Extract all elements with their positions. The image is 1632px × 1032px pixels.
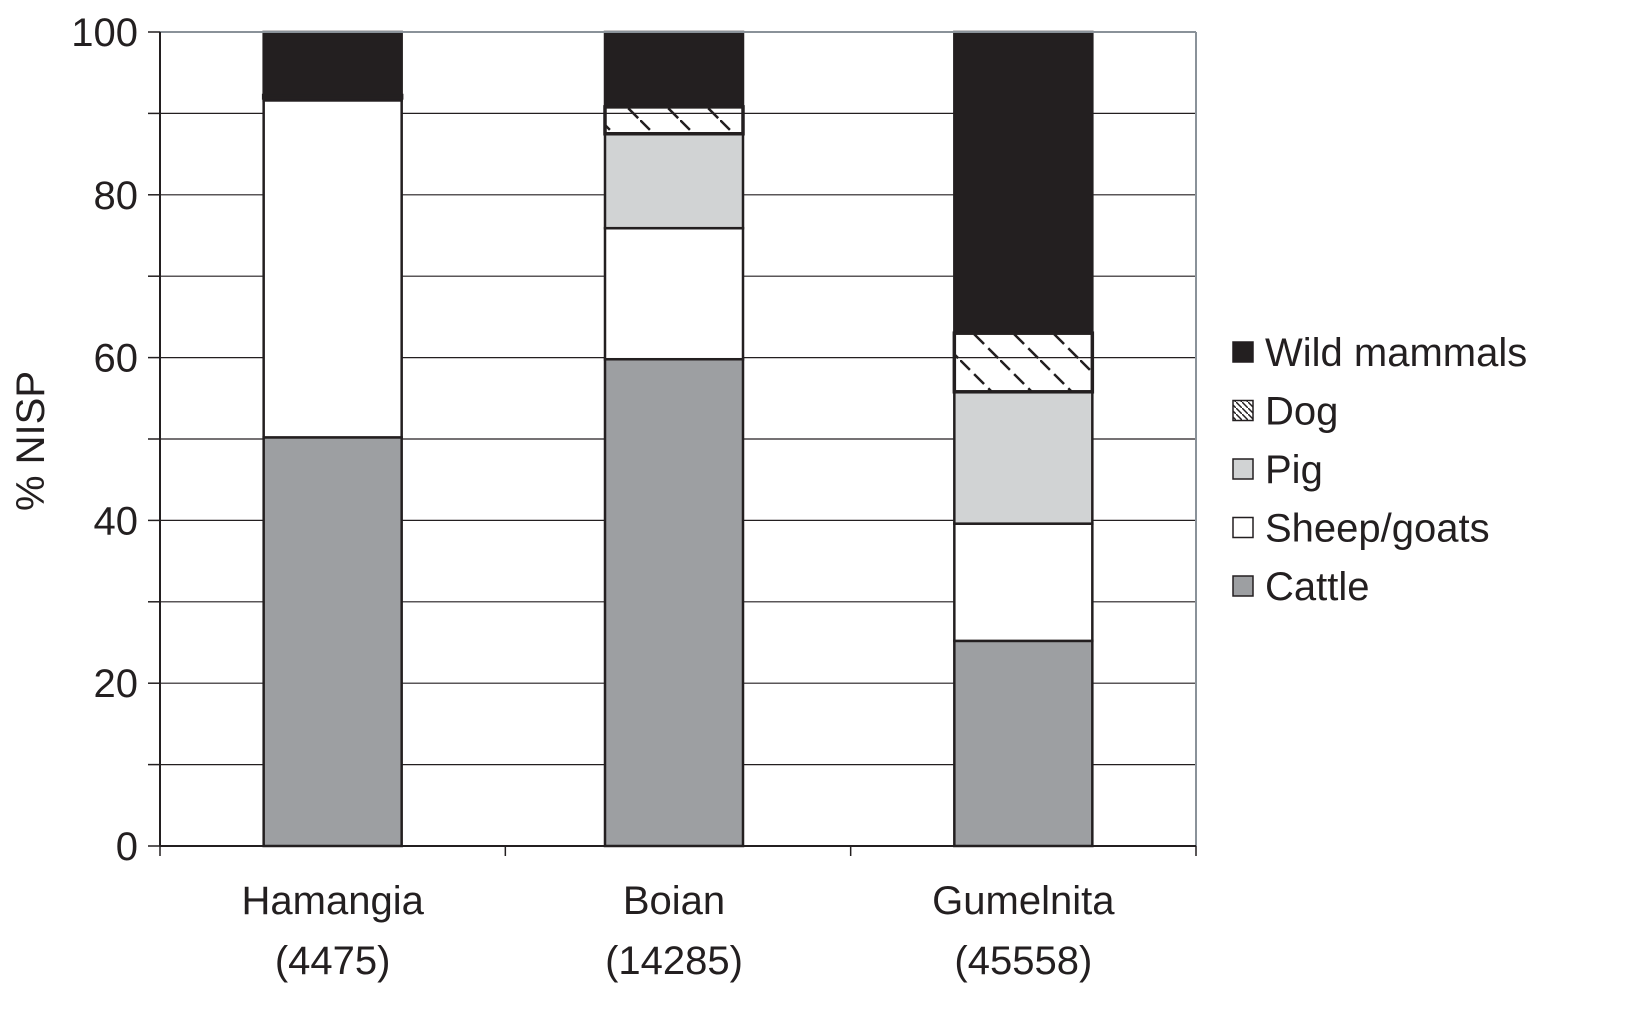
bar-segment-dog-boian [603, 105, 745, 136]
legend-label: Dog [1265, 390, 1338, 434]
x-tick-label: Gumelnita [932, 879, 1115, 923]
x-tick-count-label: (45558) [954, 939, 1092, 983]
legend: Wild mammals Dog Pig Sheep/goats Cattle [1232, 331, 1527, 609]
x-tick-count-label: (14285) [605, 939, 743, 983]
x-tick-count-label: (4475) [275, 939, 391, 983]
x-tick-label: Hamangia [242, 879, 425, 923]
bar-segment-sheep-goats-gumelnita [953, 522, 1094, 643]
x-tick-label: Boian [623, 879, 725, 923]
y-tick-label: 40 [94, 499, 139, 543]
bar-segment-wild-mammals-hamangia [262, 30, 403, 97]
bar-segment-cattle-boian [603, 357, 745, 848]
y-tick-label: 80 [94, 174, 139, 218]
legend-swatch [1232, 341, 1254, 363]
bar-segment-pig-boian [603, 132, 745, 230]
legend-label: Wild mammals [1265, 331, 1527, 375]
y-tick-label: 20 [94, 662, 139, 706]
bar-segment-pig-gumelnita [953, 390, 1094, 525]
bar-segment-wild-mammals-boian [603, 30, 745, 109]
bar-segment-sheep-goats-hamangia [262, 99, 403, 439]
bar-segment-dog-gumelnita [952, 331, 1095, 394]
bar-segment-sheep-goats-boian [603, 226, 745, 361]
bar-segment-wild-mammals-gumelnita [953, 30, 1094, 335]
bar-segment-cattle-hamangia [262, 436, 403, 848]
y-tick-label: 100 [71, 11, 138, 55]
axis-labels: % NISP Hamangia (4475) Boian (14285) Gumelni… [9, 11, 1115, 983]
legend-swatch [1232, 458, 1254, 480]
bar-segment-cattle-gumelnita [953, 639, 1094, 848]
legend-swatch [1232, 575, 1254, 597]
legend-swatch [1232, 399, 1254, 422]
legend-label: Pig [1265, 448, 1323, 492]
bars [261, 30, 1095, 848]
legend-label: Cattle [1265, 565, 1370, 609]
axes [148, 31, 1197, 856]
y-tick-label: 60 [94, 337, 139, 381]
y-tick-label: 0 [116, 825, 138, 869]
legend-label: Sheep/goats [1265, 507, 1490, 551]
legend-swatch [1232, 516, 1254, 539]
y-axis-label: % NISP [9, 371, 53, 511]
